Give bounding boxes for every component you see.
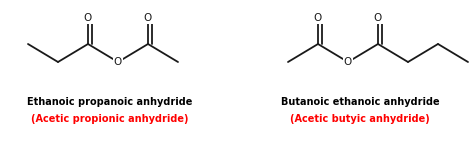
- Text: Butanoic ethanoic anhydride: Butanoic ethanoic anhydride: [281, 97, 439, 107]
- Text: O: O: [314, 13, 322, 23]
- Text: O: O: [144, 13, 152, 23]
- Text: (Acetic propionic anhydride): (Acetic propionic anhydride): [31, 114, 189, 124]
- Text: O: O: [344, 57, 352, 67]
- Text: O: O: [114, 57, 122, 67]
- Text: (Acetic butyic anhydride): (Acetic butyic anhydride): [290, 114, 430, 124]
- Text: O: O: [374, 13, 382, 23]
- Text: O: O: [84, 13, 92, 23]
- Text: Ethanoic propanoic anhydride: Ethanoic propanoic anhydride: [27, 97, 193, 107]
